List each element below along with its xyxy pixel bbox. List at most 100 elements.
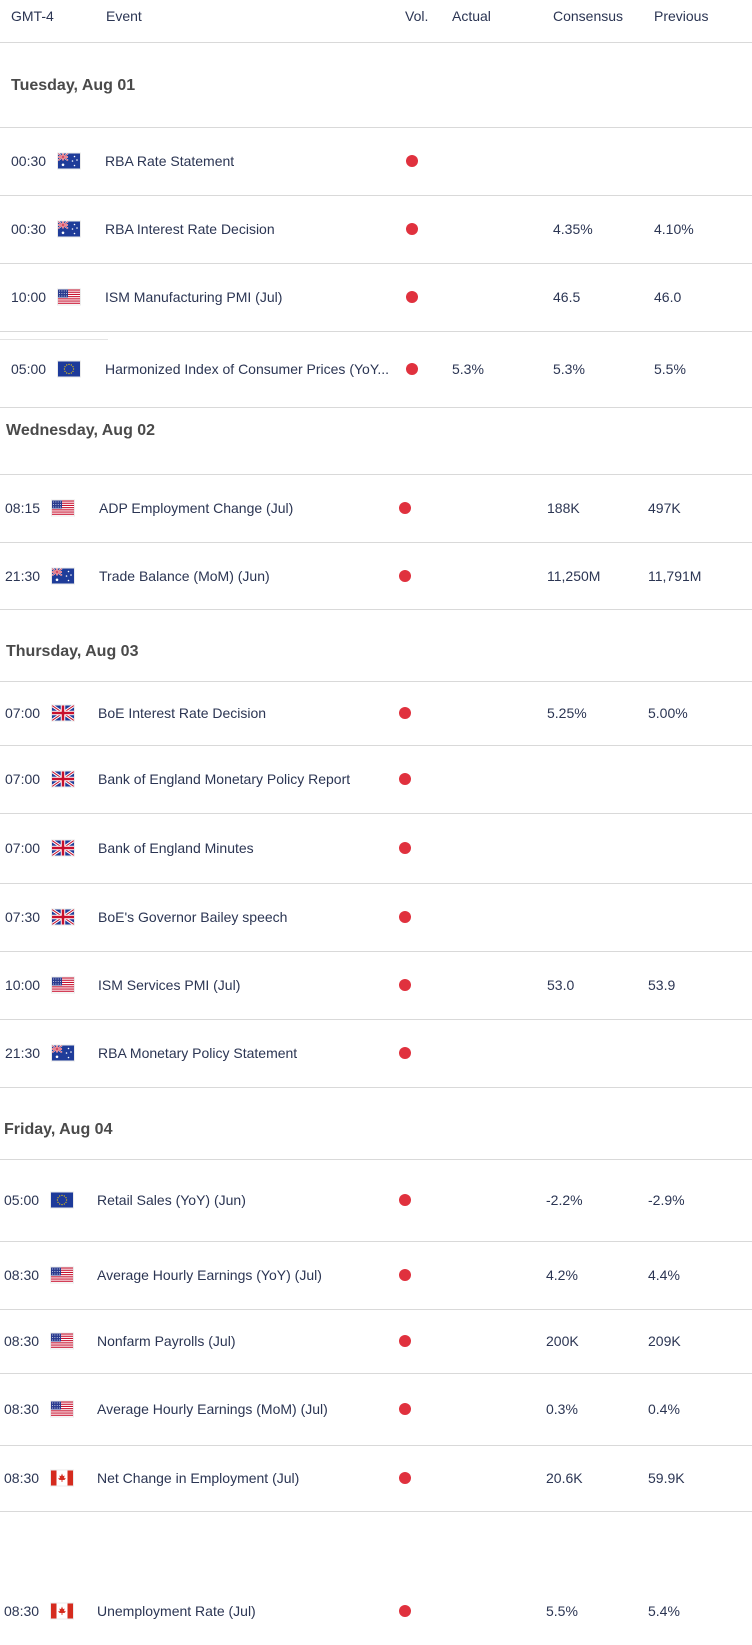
event-time: 08:30	[4, 1401, 40, 1417]
event-time: 07:00	[5, 705, 41, 721]
event-name: Average Hourly Earnings (MoM) (Jul)	[97, 1401, 328, 1417]
us-flag-icon	[51, 1267, 73, 1283]
event-name: Trade Balance (MoM) (Jun)	[99, 567, 270, 584]
day-header: Tuesday, Aug 01	[0, 43, 752, 128]
consensus-value: 4.35%	[553, 221, 593, 237]
event-time: 05:00	[4, 1192, 40, 1208]
event-column-header[interactable]: Event	[106, 8, 142, 24]
volatility-dot	[399, 1047, 411, 1059]
day-header: Friday, Aug 04	[0, 1087, 752, 1160]
event-row[interactable]: 00:30 RBA Rate Statement	[0, 127, 752, 196]
event-row[interactable]: 08:30 Average Hourly Earnings (YoY) (Jul)…	[0, 1241, 752, 1310]
consensus-value: 53.0	[547, 977, 575, 993]
uk-flag-icon	[52, 771, 74, 787]
event-name: RBA Rate Statement	[105, 153, 235, 169]
volatility-dot	[406, 223, 418, 235]
day-header: Wednesday, Aug 02	[0, 407, 752, 475]
volatility-dot	[406, 291, 418, 303]
event-row[interactable]: 08:30 Nonfarm Payrolls (Jul) 200K 209K	[0, 1309, 752, 1374]
timezone-header[interactable]: GMT-4	[11, 8, 54, 24]
previous-column-header[interactable]: Previous	[654, 8, 709, 24]
event-name: Bank of England Monetary Policy Report	[98, 771, 351, 787]
event-row[interactable]: 08:30 Average Hourly Earnings (MoM) (Jul)…	[0, 1373, 752, 1446]
previous-value: 4.10%	[654, 221, 694, 237]
consensus-column-header[interactable]: Consensus	[553, 8, 624, 24]
event-row[interactable]: 07:00 Bank of England Monetary Policy Re…	[0, 745, 752, 814]
event-row[interactable]: 08:15 ADP Employment Change (Jul) 188K 497K	[0, 474, 752, 543]
uk-flag-icon	[52, 909, 74, 925]
event-name: BoE's Governor Bailey speech	[98, 909, 288, 925]
event-row[interactable]: 08:30 Net Change in Employment (Jul) 20.6…	[0, 1445, 752, 1512]
day-header: Thursday, Aug 03	[0, 609, 752, 682]
event-row[interactable]: 07:00 BoE Interest Rate Decision 5.25% 5.0…	[0, 681, 752, 746]
consensus-value: 200K	[546, 1333, 579, 1349]
event-name: ISM Manufacturing PMI (Jul)	[105, 289, 283, 305]
volatility-dot	[399, 773, 411, 785]
au-flag-icon	[58, 153, 80, 169]
us-flag-icon	[52, 977, 74, 993]
event-row[interactable]: 21:30 Trade Balance (MoM) (Jun) 11,250M 11…	[0, 542, 752, 610]
event-time: 07:30	[5, 909, 41, 925]
divider	[0, 339, 108, 340]
event-name: Harmonized Index of Consumer Prices (YoY…	[105, 361, 390, 377]
event-time: 07:00	[5, 771, 41, 787]
consensus-value: 188K	[547, 500, 580, 516]
volatility-dot	[399, 707, 411, 719]
event-row[interactable]: 07:00 Bank of England Minutes	[0, 813, 752, 884]
day-label: Thursday, Aug 03	[6, 643, 139, 660]
event-row[interactable]: 07:30 BoE's Governor Bailey speech	[0, 883, 752, 952]
event-row[interactable]: 08:30 Unemployment Rate (Jul) 5.5% 5.4%	[0, 1511, 752, 1645]
us-flag-icon	[52, 500, 74, 516]
day-label: Wednesday, Aug 02	[6, 422, 156, 439]
previous-value: 46.0	[654, 289, 682, 305]
event-row[interactable]: 05:00 Harmonized Index of Consumer Prices…	[0, 331, 752, 408]
event-time: 21:30	[5, 567, 41, 584]
event-time: 00:30	[11, 153, 47, 169]
consensus-value: 11,250M	[547, 567, 601, 584]
event-row[interactable]: 00:30 RBA Interest Rate Decision 4.35% 4.1…	[0, 195, 752, 264]
ca-flag-icon	[51, 1470, 73, 1486]
volatility-dot	[399, 1403, 411, 1415]
event-row[interactable]: 21:30 RBA Monetary Policy Statement	[0, 1019, 752, 1088]
us-flag-icon	[51, 1333, 73, 1349]
actual-column-header[interactable]: Actual	[452, 8, 491, 24]
previous-value: 59.9K	[648, 1470, 685, 1486]
event-row[interactable]: 10:00 ISM Manufacturing PMI (Jul) 46.5 46.0	[0, 263, 752, 332]
volatility-dot	[399, 842, 411, 854]
event-name: RBA Monetary Policy Statement	[98, 1045, 298, 1061]
consensus-value: 46.5	[553, 289, 581, 305]
volatility-dot	[399, 1472, 411, 1484]
event-time: 10:00	[5, 977, 41, 993]
vol-column-header[interactable]: Vol.	[405, 8, 429, 24]
event-name: Retail Sales (YoY) (Jun)	[97, 1192, 246, 1208]
au-flag-icon	[52, 1045, 74, 1061]
uk-flag-icon	[52, 840, 74, 856]
previous-value: 0.4%	[648, 1401, 680, 1417]
previous-value: 5.5%	[654, 361, 686, 377]
volatility-dot	[399, 911, 411, 923]
consensus-value: 5.5%	[546, 1603, 578, 1619]
event-time: 05:00	[11, 361, 47, 377]
event-time: 08:30	[4, 1267, 40, 1283]
eu-flag-icon	[51, 1192, 73, 1208]
event-name: Unemployment Rate (Jul)	[97, 1603, 256, 1619]
event-name: ISM Services PMI (Jul)	[98, 977, 241, 993]
day-label: Friday, Aug 04	[4, 1121, 113, 1138]
event-time: 10:00	[11, 289, 47, 305]
event-time: 08:30	[4, 1603, 40, 1619]
event-time: 00:30	[11, 221, 47, 237]
previous-value: 209K	[648, 1333, 681, 1349]
volatility-dot	[399, 1335, 411, 1347]
volatility-dot	[406, 155, 418, 167]
volatility-dot	[399, 502, 411, 514]
event-row[interactable]: 05:00 Retail Sales (YoY) (Jun) -2.2% -2.9%	[0, 1159, 752, 1242]
ca-flag-icon	[51, 1603, 73, 1619]
event-time: 08:30	[4, 1470, 40, 1486]
event-name: ADP Employment Change (Jul)	[99, 500, 294, 516]
previous-value: -2.9%	[648, 1192, 685, 1208]
event-name: RBA Interest Rate Decision	[105, 221, 275, 237]
consensus-value: -2.2%	[546, 1192, 583, 1208]
event-time: 08:15	[5, 500, 41, 516]
event-row[interactable]: 10:00 ISM Services PMI (Jul) 53.0 53.9	[0, 951, 752, 1020]
au-flag-icon	[52, 568, 74, 583]
